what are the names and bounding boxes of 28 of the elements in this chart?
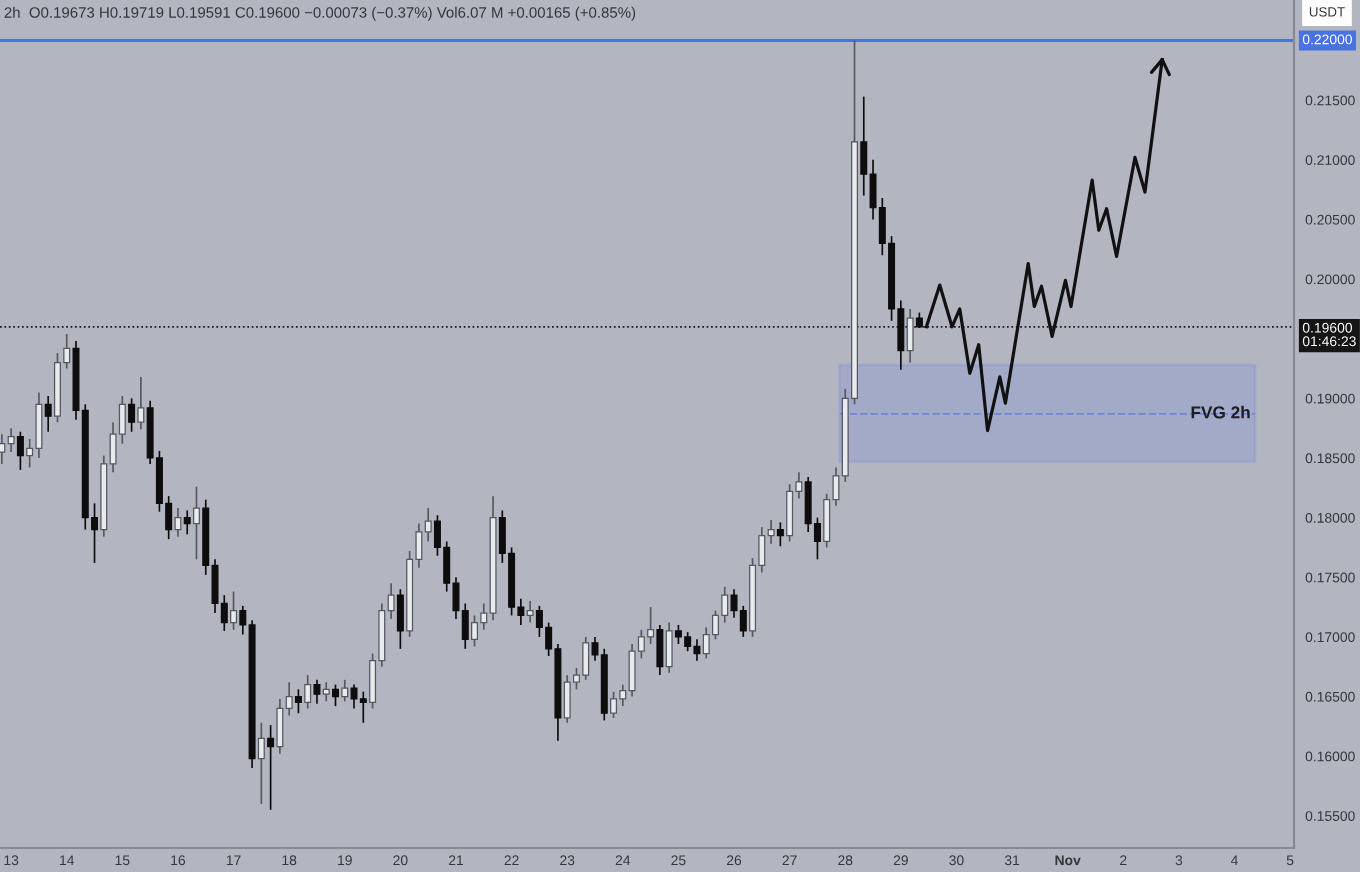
candlestick — [313, 678, 321, 705]
candlestick — [776, 521, 784, 548]
candlestick — [526, 600, 534, 624]
candlestick — [16, 430, 24, 471]
candlestick — [322, 681, 330, 703]
candlestick — [341, 678, 349, 703]
candlestick — [128, 397, 136, 433]
candlestick — [7, 427, 15, 453]
candlestick — [359, 690, 367, 724]
candlestick — [174, 507, 182, 538]
candlestick — [786, 483, 794, 543]
candlestick — [304, 674, 312, 710]
candlestick — [396, 588, 404, 650]
candlestick — [471, 614, 479, 648]
candlestick — [257, 721, 265, 805]
candlestick — [610, 690, 618, 719]
annotation: FVG 2h — [1191, 405, 1250, 419]
candlestick — [294, 688, 302, 715]
candlestick — [267, 724, 275, 811]
candlestick — [332, 683, 339, 707]
candlestick — [230, 590, 238, 631]
candlestick — [192, 485, 200, 561]
candlestick — [137, 376, 145, 431]
candlestick — [906, 308, 914, 364]
candlestick — [44, 395, 52, 433]
candlestick — [665, 621, 673, 674]
candlestick — [656, 624, 664, 676]
candlestick — [183, 509, 191, 536]
